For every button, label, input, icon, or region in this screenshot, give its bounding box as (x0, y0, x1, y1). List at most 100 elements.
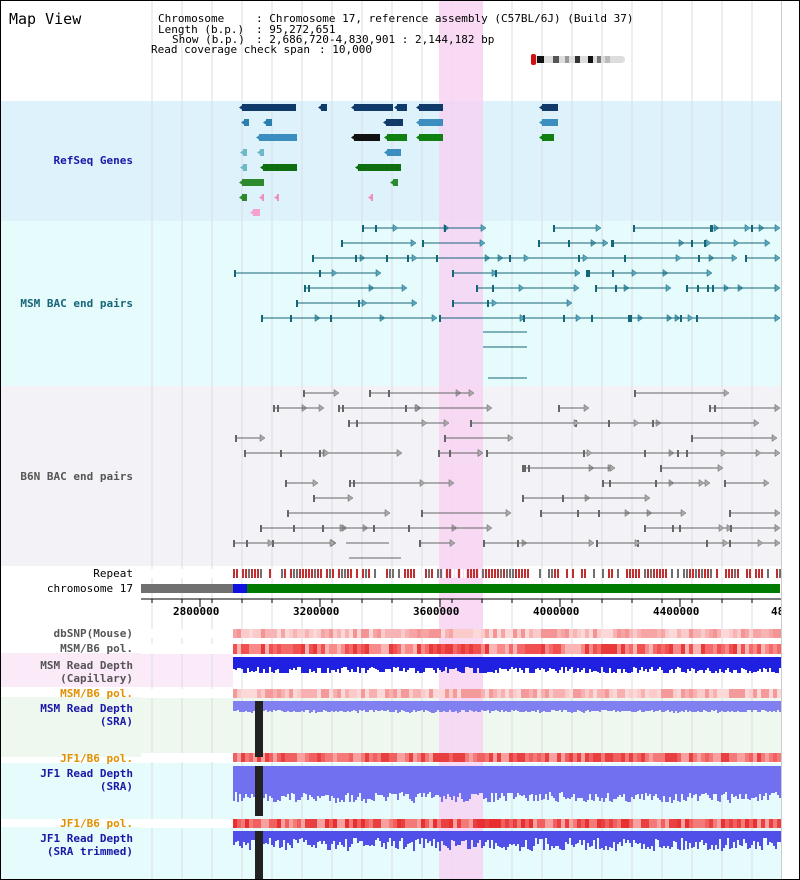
heat-cell (325, 819, 329, 828)
heat-cell (617, 753, 621, 762)
heat-cell (353, 644, 357, 654)
heat-cell (245, 644, 249, 654)
depth-bar (481, 831, 483, 848)
heat-cell (645, 629, 649, 638)
heat-cell (557, 644, 561, 654)
track-label-msm-b6-pol[interactable]: MSM/B6 pol. (60, 642, 133, 655)
track-label-msm-read-depth-sra[interactable]: MSM Read Depth (SRA) (40, 702, 133, 728)
bac-end-arrow (774, 314, 781, 322)
depth-bar (495, 657, 497, 670)
heat-cell (721, 644, 725, 654)
heat-cell (249, 753, 253, 762)
track-label-msm-read-depth-capillary[interactable]: MSM Read Depth (Capillary) (40, 659, 133, 685)
repeat-mark (515, 569, 517, 578)
depth-bar (311, 766, 313, 797)
gene-arrow (256, 134, 261, 141)
depth-bar (469, 657, 471, 668)
bac-end-arrow (720, 449, 727, 457)
heat-cell (293, 753, 297, 762)
track-label-b6n-bac[interactable]: B6N BAC end pairs (20, 470, 133, 483)
heat-cell (701, 689, 705, 698)
track-label-repeat[interactable]: Repeat (93, 567, 133, 580)
heat-cell (569, 819, 573, 828)
track-label-dbsnp[interactable]: dbSNP(Mouse) (53, 627, 133, 640)
bac-end (303, 390, 305, 397)
depth-bar (619, 831, 621, 842)
heat-cell (369, 629, 373, 638)
repeat-mark (260, 569, 262, 578)
depth-bar (577, 657, 579, 668)
depth-bar (671, 701, 673, 711)
track-label-jf1-read-depth-sra[interactable]: JF1 Read Depth (SRA) (40, 767, 133, 793)
repeat-mark (770, 569, 772, 578)
repeat-mark (440, 569, 442, 578)
depth-bar (449, 831, 451, 850)
axis-tick-2: 3200000 (293, 605, 340, 618)
depth-bar (377, 657, 379, 670)
depth-bar (433, 766, 435, 797)
heat-cell (425, 753, 429, 762)
track-label-refseq[interactable]: RefSeq Genes (53, 154, 133, 167)
depth-bar (779, 701, 781, 712)
bac-end (644, 450, 646, 457)
depth-bar (319, 766, 321, 798)
track-label-jf1-b6-pol[interactable]: JF1/B6 pol. (60, 752, 133, 765)
heat-cell (405, 644, 409, 654)
depth-bar (683, 831, 685, 850)
heat-cell (245, 629, 249, 638)
depth-bar (415, 766, 417, 797)
track-label-msm-b6-pol-2[interactable]: MSM/B6 pol. (60, 687, 133, 700)
repeat-mark (311, 569, 313, 578)
depth-bar (729, 831, 731, 849)
depth-bar (413, 831, 415, 851)
b6n-bac-band (1, 386, 781, 566)
depth-bar (379, 766, 381, 795)
track-label-msm-bac[interactable]: MSM BAC end pairs (20, 297, 133, 310)
depth-bar (687, 701, 689, 712)
track-label-jf1-read-depth-trimmed[interactable]: JF1 Read Depth (SRA trimmed) (40, 832, 133, 858)
repeat-mark (380, 569, 382, 578)
depth-bar (391, 657, 393, 672)
depth-bar (559, 766, 561, 793)
bac-end-arrow (566, 299, 573, 307)
refseq-gene (419, 134, 443, 141)
depth-bar (271, 831, 273, 845)
depth-bar (253, 657, 255, 672)
depth-bar (771, 701, 773, 712)
depth-bar (239, 701, 241, 712)
depth-bar (551, 831, 553, 846)
repeat-mark (257, 569, 259, 578)
bac-end (538, 240, 540, 247)
heat-cell (297, 819, 301, 828)
depth-bar (665, 657, 667, 673)
heat-cell (429, 644, 433, 654)
depth-bar (247, 701, 249, 712)
depth-bar (609, 831, 611, 847)
vertical-scrollbar[interactable] (781, 1, 799, 879)
track-label-chromosome[interactable]: chromosome 17 (46, 582, 133, 595)
bac-end-arrow (583, 404, 590, 412)
depth-bar (733, 831, 735, 842)
heat-cell (397, 629, 401, 638)
repeat-mark (542, 569, 544, 578)
bac-end (522, 465, 524, 472)
heat-cell (269, 689, 273, 698)
heat-cell (569, 689, 573, 698)
depth-bar (361, 701, 363, 711)
heat-cell (289, 644, 293, 654)
heat-cell (465, 689, 469, 698)
heat-cell (233, 629, 237, 638)
heat-cell (745, 629, 749, 638)
depth-bar (415, 657, 417, 673)
chromosome-ideogram[interactable] (531, 54, 627, 65)
repeat-mark (401, 569, 403, 578)
heat-cell (541, 644, 545, 654)
depth-bar (335, 831, 337, 849)
heat-cell (693, 644, 697, 654)
repeat-mark (665, 569, 667, 578)
heat-cell (381, 753, 385, 762)
bac-end (330, 315, 332, 322)
track-label-jf1-b6-pol-2[interactable]: JF1/B6 pol. (60, 817, 133, 830)
depth-bar (753, 657, 755, 672)
